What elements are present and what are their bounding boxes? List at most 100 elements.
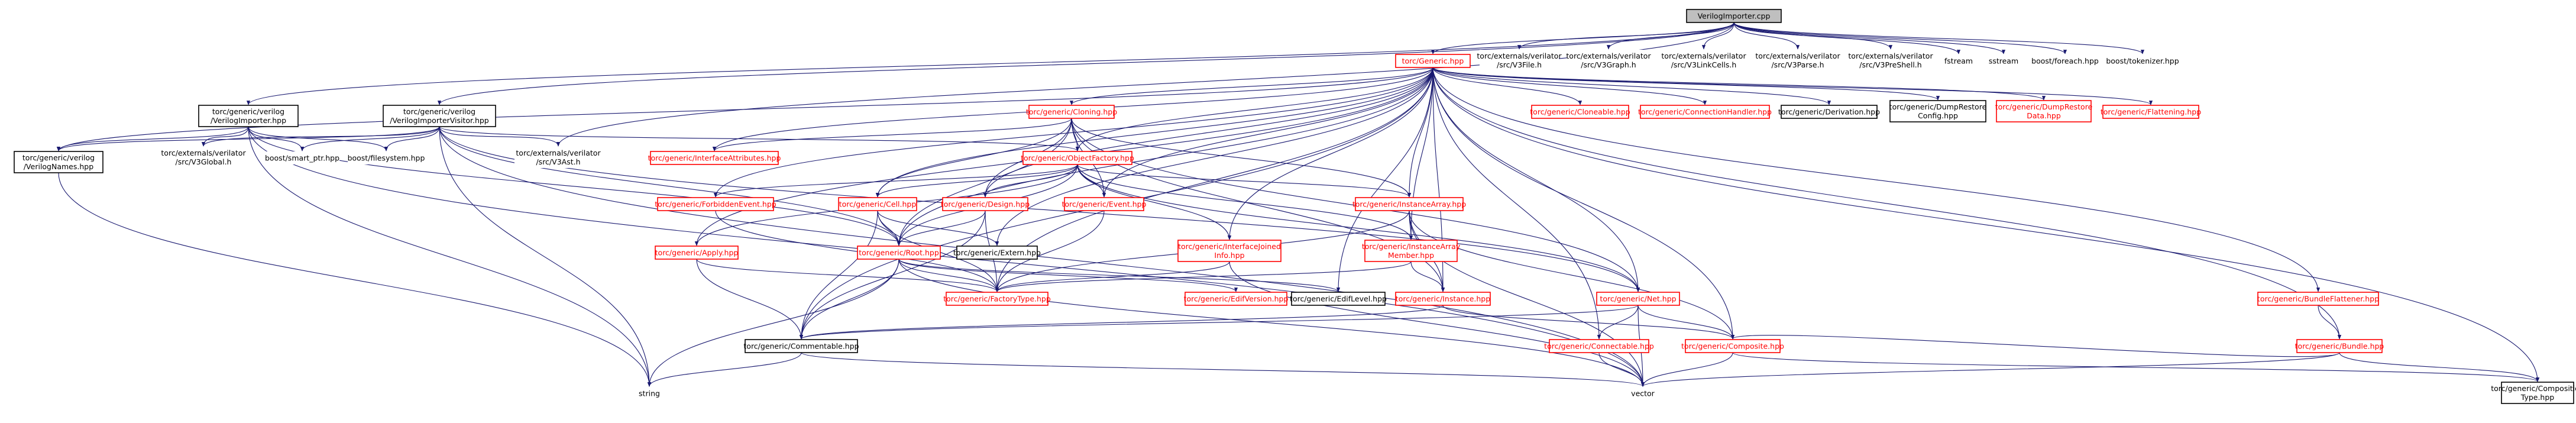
node-box (1781, 105, 1878, 119)
node-v3parse[interactable]: torc/externals/verilator/src/V3Parse.h (1755, 50, 1840, 71)
edge-cloning-to-cell (875, 118, 1072, 198)
node-label: /VerilogNames.hpp (24, 162, 93, 171)
node-event[interactable]: torc/generic/Event.hpp (1062, 197, 1147, 211)
node-box (1942, 54, 1975, 67)
node-vector[interactable]: vector (1627, 387, 1658, 400)
edge-instance-to-composite (1442, 305, 1734, 340)
node-v3preshell[interactable]: torc/externals/verilator/src/V3PreShell.… (1847, 50, 1934, 71)
node-box (838, 197, 917, 211)
edge-bundle-to-composite (1731, 334, 2340, 357)
node-label: torc/generic/EdifLevel.hpp (1290, 295, 1387, 303)
node-root_hpp[interactable]: torc/generic/Root.hpp (857, 246, 941, 260)
node-ifattrs[interactable]: torc/generic/InterfaceAttributes.hpp (648, 151, 781, 165)
edge-objfactory-to-instarraymember (1077, 164, 1413, 240)
node-connhandler[interactable]: torc/generic/ConnectionHandler.hpp (1638, 105, 1772, 119)
edge-generic-to-forbidden (713, 67, 1433, 198)
node-vnames[interactable]: torc/generic/verilog/VerilogNames.hpp (14, 151, 103, 173)
edge-net-to-commentable (800, 305, 1639, 340)
node-label: torc/generic/Cloning.hpp (1026, 108, 1117, 117)
edge-vvisitor-to-v3global (202, 126, 440, 147)
node-vvisitor[interactable]: torc/generic/verilog/VerilogImporterVisi… (383, 105, 496, 127)
node-cell[interactable]: torc/generic/Cell.hpp (838, 197, 917, 211)
node-sstream[interactable]: sstream (1986, 54, 2021, 67)
node-bundleflat[interactable]: torc/generic/BundleFlattener.hpp (2257, 292, 2379, 306)
node-box (1686, 9, 1782, 23)
node-v3global[interactable]: torc/externals/verilator/src/V3Global.h (160, 147, 247, 168)
edge-root_hpp-to-commentable (799, 259, 899, 340)
edge-root-to-vvisitor (438, 22, 1734, 105)
edge-objfactory-to-forbidden (714, 164, 1078, 198)
node-label: /src/V3Parse.h (1771, 60, 1824, 69)
node-vimporter[interactable]: torc/generic/verilog/VerilogImporter.hpp (198, 105, 299, 127)
edge-root-to-v3file (1517, 22, 1734, 50)
node-flattening[interactable]: torc/generic/Flattening.hpp (2101, 105, 2201, 119)
node-box (633, 387, 666, 400)
edge-generic-to-derivation (1432, 67, 1831, 105)
node-filesystem[interactable]: boost/filesystem.hpp (348, 151, 425, 164)
node-instance[interactable]: torc/generic/Instance.hpp (1395, 292, 1491, 306)
node-tokenizer[interactable]: boost/tokenizer.hpp (2106, 54, 2179, 67)
node-string[interactable]: string (633, 387, 666, 400)
node-box (1847, 50, 1934, 71)
edge-vimporter-to-vnames (56, 126, 249, 151)
edge-root-to-v3parse (1733, 22, 1800, 50)
node-editversion[interactable]: torc/generic/EdifVersion.hpp (1184, 292, 1289, 306)
node-factorytype[interactable]: torc/generic/FactoryType.hpp (943, 292, 1051, 306)
node-box (348, 151, 425, 164)
node-box (956, 246, 1038, 260)
node-label: torc/generic/InterfaceJoined (1178, 242, 1281, 251)
node-net[interactable]: torc/generic/Net.hpp (1596, 292, 1680, 306)
node-ediflevel[interactable]: torc/generic/EdifLevel.hpp (1290, 292, 1387, 306)
node-v3graph[interactable]: torc/externals/verilator/src/V3Graph.h (1566, 50, 1651, 71)
edge-root-to-sstream (1733, 22, 2005, 54)
node-label: torc/externals/verilator (1566, 51, 1651, 60)
node-instarray[interactable]: torc/generic/InstanceArray.hpp (1352, 197, 1466, 211)
edge-net-to-connectable (1597, 305, 1639, 340)
edge-forbidden-to-factorytype (715, 210, 999, 292)
node-extern[interactable]: torc/generic/Extern.hpp (953, 246, 1041, 260)
node-connectable[interactable]: torc/generic/Connectable.hpp (1544, 339, 1654, 353)
node-label: torc/generic/ConnectionHandler.hpp (1638, 108, 1772, 117)
edge-objfactory-to-design (983, 164, 1078, 198)
edge-event-to-factorytype (995, 210, 1105, 292)
node-objfactory[interactable]: torc/generic/ObjectFactory.hpp (1021, 151, 1134, 165)
node-design[interactable]: torc/generic/Design.hpp (941, 197, 1030, 211)
edge-vvisitor-to-string (439, 126, 652, 387)
node-label: torc/generic/Cloneable.hpp (1530, 108, 1630, 117)
node-v3linkcells[interactable]: torc/externals/verilator/src/V3LinkCells… (1659, 50, 1748, 71)
node-generic[interactable]: torc/Generic.hpp (1395, 54, 1471, 68)
node-apply[interactable]: torc/generic/Apply.hpp (655, 246, 739, 260)
edge-vvisitor-to-vector (439, 126, 1645, 387)
node-v3file[interactable]: torc/externals/verilator/src/V3File.h (1477, 50, 1562, 71)
node-label: torc/generic/Instance.hpp (1396, 295, 1490, 303)
edge-cell-to-commentable (799, 210, 878, 340)
edge-commentable-to-string (647, 352, 802, 387)
node-bundle[interactable]: torc/generic/Bundle.hpp (2295, 339, 2384, 353)
node-label: torc/generic/Derivation.hpp (1778, 108, 1880, 117)
node-v3ast[interactable]: torc/externals/verilator/src/V3Ast.h (514, 147, 602, 168)
edge-root-to-vimporter (247, 22, 1734, 105)
node-commentable[interactable]: torc/generic/Commentable.hpp (743, 339, 859, 353)
file-nodes: VerilogImporter.cpp torc/Generic.hpp torc/… (14, 9, 2576, 404)
node-smartptr[interactable]: boost/smart_ptr.hpp (265, 151, 339, 164)
node-box (2032, 54, 2098, 67)
node-label: torc/generic/DumpRestore (1995, 102, 2093, 111)
node-forbidden[interactable]: torc/generic/ForbiddenEvent.hpp (655, 197, 776, 211)
node-cloning[interactable]: torc/generic/Cloning.hpp (1026, 105, 1117, 119)
node-root: VerilogImporter.cpp (1686, 9, 1782, 23)
node-cloneable[interactable]: torc/generic/Cloneable.hpp (1530, 105, 1630, 119)
node-fstream[interactable]: fstream (1942, 54, 1975, 67)
node-label: torc/generic/Connectable.hpp (1544, 342, 1654, 351)
edge-vimporter-to-root_hpp (248, 126, 901, 246)
node-foreach[interactable]: boost/foreach.hpp (2031, 54, 2099, 67)
node-label: torc/generic/Flattening.hpp (2101, 108, 2201, 117)
node-derivation[interactable]: torc/generic/Derivation.hpp (1778, 105, 1880, 119)
node-composite[interactable]: torc/generic/Composite.hpp (1681, 339, 1784, 353)
node-label: torc/generic/InterfaceAttributes.hpp (648, 154, 781, 163)
node-label: torc/externals/verilator (1755, 51, 1840, 60)
